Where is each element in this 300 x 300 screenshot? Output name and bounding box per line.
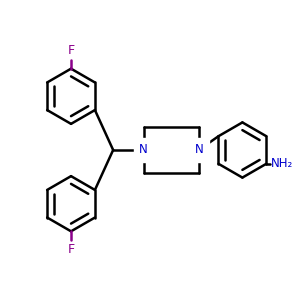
Text: F: F xyxy=(68,243,75,256)
Text: N: N xyxy=(139,143,148,157)
Text: F: F xyxy=(68,44,75,57)
Text: N: N xyxy=(194,143,203,157)
Text: NH₂: NH₂ xyxy=(271,157,293,170)
